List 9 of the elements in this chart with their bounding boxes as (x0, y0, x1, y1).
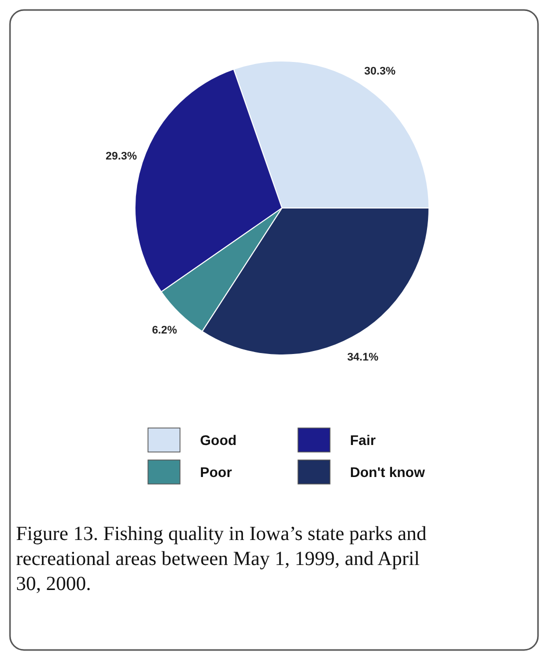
caption: Figure 13. Fishing quality in Iowa’s state parks and recreational areas between May 1, 1999, and April 30, 2000. (16, 523, 427, 595)
data-label: 34.1% (347, 351, 379, 364)
data-label: 29.3% (106, 150, 138, 163)
legend-label: Poor (200, 464, 232, 480)
legend-label: Good (200, 432, 237, 448)
legend-label: Fair (350, 432, 376, 448)
data-label: 6.2% (152, 324, 178, 336)
legend-label: Don't know (350, 464, 425, 480)
data-label: 30.3% (364, 65, 396, 78)
